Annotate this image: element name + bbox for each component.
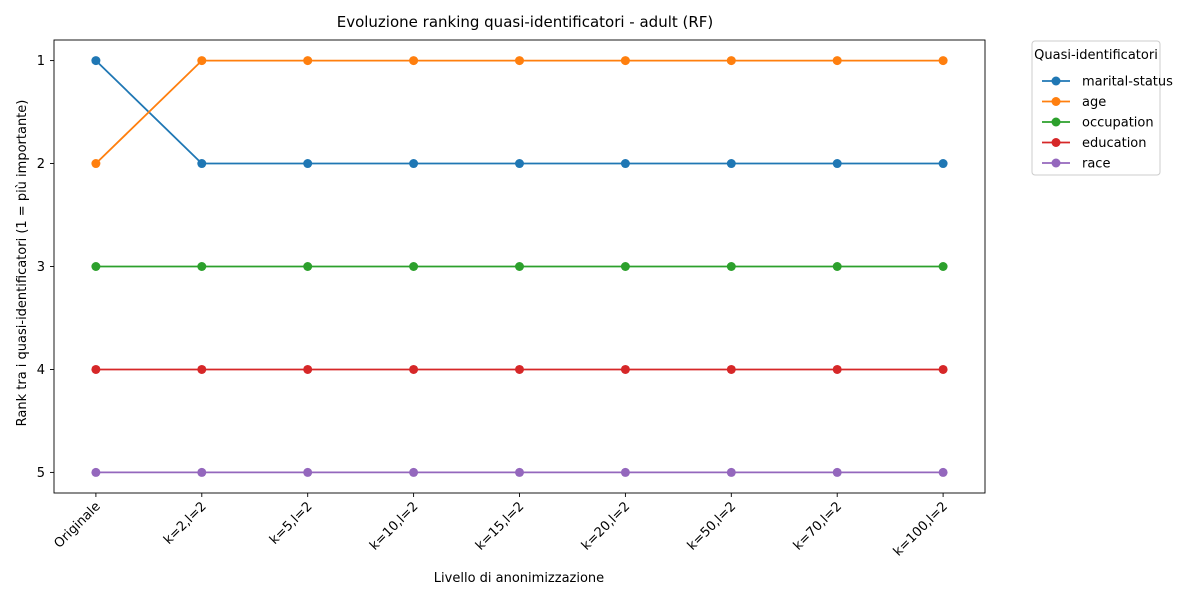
data-point-occupation-3 — [409, 262, 419, 271]
data-point-race-3 — [409, 467, 419, 477]
data-point-age-8 — [938, 56, 948, 66]
legend-label-occupation: occupation — [1082, 116, 1154, 131]
data-point-marital-status-6 — [726, 159, 736, 169]
x-axis-label: Livello di anonimizzazione — [434, 571, 604, 586]
data-point-marital-status-0 — [91, 56, 101, 66]
legend-marker-age — [1051, 97, 1061, 106]
data-point-marital-status-5 — [620, 159, 630, 169]
data-point-education-7 — [832, 364, 842, 374]
data-point-race-7 — [832, 467, 842, 477]
data-point-marital-status-4 — [515, 159, 524, 169]
data-point-occupation-0 — [91, 262, 101, 271]
y-tick-label-3: 3 — [37, 260, 45, 275]
y-tick-label-1: 1 — [37, 54, 45, 69]
data-point-occupation-5 — [620, 262, 630, 271]
data-point-occupation-1 — [197, 262, 207, 271]
data-point-occupation-2 — [303, 262, 313, 271]
legend-label-education: education — [1082, 136, 1147, 151]
data-point-age-7 — [832, 56, 842, 66]
y-tick-label-2: 2 — [37, 157, 45, 172]
data-point-occupation-8 — [938, 262, 948, 271]
y-tick-label-4: 4 — [37, 363, 45, 378]
legend-marker-marital-status — [1051, 76, 1061, 86]
data-point-occupation-7 — [832, 262, 842, 271]
data-point-race-0 — [91, 467, 101, 477]
data-point-age-3 — [409, 56, 419, 66]
legend-label-age: age — [1082, 95, 1106, 110]
data-point-race-4 — [515, 467, 524, 477]
data-point-marital-status-2 — [303, 159, 313, 169]
legend-title: Quasi-identificatori — [1034, 48, 1158, 63]
data-point-education-1 — [197, 364, 207, 374]
legend-marker-race — [1051, 158, 1061, 168]
data-point-occupation-4 — [515, 262, 524, 271]
data-point-education-5 — [620, 364, 630, 374]
data-point-education-6 — [726, 364, 736, 374]
data-point-race-2 — [303, 467, 313, 477]
legend-label-marital-status: marital-status — [1082, 75, 1173, 90]
data-point-race-1 — [197, 467, 207, 477]
data-point-race-5 — [620, 467, 630, 477]
data-point-race-8 — [938, 467, 948, 477]
data-point-marital-status-1 — [197, 159, 207, 169]
y-tick-label-5: 5 — [37, 466, 45, 481]
data-point-education-8 — [938, 364, 948, 374]
legend-box — [1031, 40, 1161, 176]
data-point-education-0 — [91, 364, 101, 374]
data-point-marital-status-7 — [832, 159, 842, 169]
chart-title: Evoluzione ranking quasi-identificatori … — [337, 13, 714, 31]
data-point-occupation-6 — [726, 262, 736, 271]
data-point-marital-status-8 — [938, 159, 948, 169]
legend-label-race: race — [1082, 157, 1110, 172]
legend-marker-education — [1051, 138, 1061, 147]
data-point-education-3 — [409, 364, 419, 374]
data-point-education-2 — [303, 364, 313, 374]
data-point-race-6 — [726, 467, 736, 477]
legend: Quasi-identificatori marital-status age occ… — [1031, 40, 1173, 176]
data-point-age-0 — [91, 159, 101, 169]
legend-marker-occupation — [1051, 117, 1061, 127]
data-point-marital-status-3 — [409, 159, 419, 169]
data-point-education-4 — [515, 364, 524, 374]
data-point-age-6 — [726, 56, 736, 66]
data-point-age-4 — [515, 56, 524, 66]
data-point-age-5 — [620, 56, 630, 66]
y-axis-label: Rank tra i quasi-identificatori (1 = più… — [15, 100, 30, 427]
data-point-age-2 — [303, 56, 313, 66]
data-point-age-1 — [197, 56, 207, 66]
